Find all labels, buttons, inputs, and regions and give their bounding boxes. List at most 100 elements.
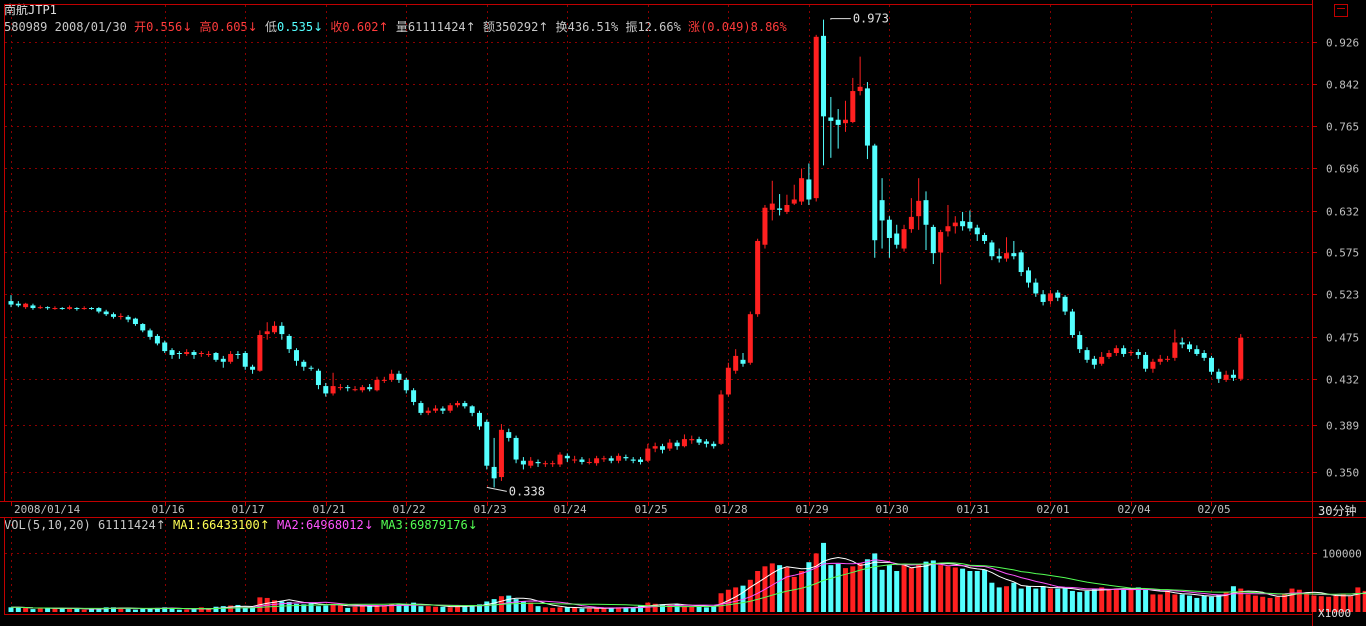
volume-bar-down xyxy=(440,606,446,612)
candle-down xyxy=(623,457,629,459)
volume-bar-up xyxy=(1326,596,1332,612)
candle-down xyxy=(308,367,314,369)
candle-down xyxy=(1069,311,1075,336)
candle-up xyxy=(272,325,278,333)
candle-up xyxy=(857,86,863,92)
candle-down xyxy=(1143,354,1149,369)
price-tick-label: 0.696 xyxy=(1326,163,1359,176)
window-button-icon[interactable] xyxy=(1334,4,1348,17)
volume-bar-down xyxy=(638,604,644,612)
volume-bar-down xyxy=(1135,587,1141,612)
candle-down xyxy=(1084,350,1090,360)
candle-down xyxy=(674,442,680,447)
candle-up xyxy=(1004,253,1010,259)
candle-up xyxy=(381,379,387,381)
period-label[interactable]: 30分钟 xyxy=(1318,503,1356,518)
volume-bar-down xyxy=(1143,589,1149,612)
volume-unit-label: X1000 xyxy=(1318,607,1351,620)
candle-up xyxy=(352,389,358,391)
volume-bar-down xyxy=(418,606,424,612)
candle-up xyxy=(938,232,944,253)
volume-bar-up xyxy=(1106,589,1112,612)
candle-down xyxy=(1135,352,1141,355)
volume-bar-down xyxy=(1179,594,1185,612)
volume-bar-down xyxy=(176,609,182,612)
time-tick-label: 02/01 xyxy=(1037,503,1070,516)
candle-down xyxy=(960,221,966,227)
candle-up xyxy=(733,355,739,371)
volume-bar-down xyxy=(989,582,995,612)
candle-down xyxy=(345,387,351,389)
candle-up xyxy=(1128,352,1134,354)
volume-bar-up xyxy=(1348,596,1354,612)
volume-bar-down xyxy=(162,607,168,612)
volume-bar-up xyxy=(945,566,951,612)
candle-down xyxy=(110,314,116,317)
candle-down xyxy=(703,441,709,444)
candle-down xyxy=(30,305,36,309)
candle-down xyxy=(1216,371,1222,379)
candle-down xyxy=(411,390,417,402)
volume-bar-up xyxy=(1260,596,1266,612)
candle-up xyxy=(681,439,687,447)
annotation-leader xyxy=(486,486,507,492)
candle-down xyxy=(923,200,929,225)
candle-up xyxy=(769,203,775,210)
low-label: 低 xyxy=(264,20,277,34)
candle-down xyxy=(1091,358,1097,365)
volume-bar-up xyxy=(601,607,607,612)
candle-up xyxy=(528,460,534,466)
candle-up xyxy=(572,459,578,461)
volume-bar-up xyxy=(586,608,592,612)
candle-down xyxy=(879,200,885,221)
candle-up xyxy=(67,307,73,309)
candle-down xyxy=(396,373,402,380)
candle-up xyxy=(850,91,856,123)
candle-up xyxy=(359,387,365,391)
volume-bar-up xyxy=(433,606,439,612)
quote-bar: 580989 2008/01/30 开0.556↓ 高0.605↓ 低0.535… xyxy=(4,20,787,34)
volume-bar-up xyxy=(1165,590,1171,612)
candle-down xyxy=(1179,342,1185,345)
volume-bar-down xyxy=(476,604,482,612)
volume-bar-down xyxy=(1040,586,1046,612)
instrument-title: 南航JTP1 xyxy=(4,3,57,17)
candle-down xyxy=(1055,292,1061,298)
candle-down xyxy=(930,226,936,254)
candle-down xyxy=(659,446,665,450)
volume-bar-down xyxy=(30,609,36,612)
candle-up xyxy=(813,36,819,199)
volume-bar-down xyxy=(462,605,468,612)
volume-bar-down xyxy=(982,569,988,612)
volume-bar-up xyxy=(667,604,673,612)
volume-bar-down xyxy=(8,607,14,612)
volume-bar-down xyxy=(828,565,834,612)
candle-up xyxy=(1047,293,1053,302)
candle-up xyxy=(901,229,907,249)
high-label: 高 xyxy=(199,20,212,34)
amount-label: 额 xyxy=(482,20,495,34)
candle-up xyxy=(718,394,724,444)
volume-bar-down xyxy=(996,587,1002,612)
volume-bar-down xyxy=(674,604,680,612)
price-tick-label: 0.765 xyxy=(1326,121,1359,134)
volume-bar-down xyxy=(15,607,21,612)
volume-bar-down xyxy=(777,565,783,612)
time-tick-label: 01/17 xyxy=(232,503,265,516)
candle-down xyxy=(484,421,490,466)
volume-bar-down xyxy=(308,603,314,612)
candle-down xyxy=(520,460,526,465)
volume-bar-up xyxy=(184,609,190,612)
volume-bar-down xyxy=(140,608,146,612)
volume-bar-down xyxy=(235,604,241,612)
candle-down xyxy=(1011,253,1017,257)
time-tick-label: 01/23 xyxy=(474,503,507,516)
volume-bar-up xyxy=(1267,597,1273,612)
candle-down xyxy=(242,352,248,367)
grid xyxy=(5,5,1317,614)
ma2-line xyxy=(11,559,1366,610)
candle-down xyxy=(1187,344,1193,350)
candle-down xyxy=(967,221,973,229)
time-tick-label: 01/31 xyxy=(957,503,990,516)
volume-bar-up xyxy=(542,607,548,612)
